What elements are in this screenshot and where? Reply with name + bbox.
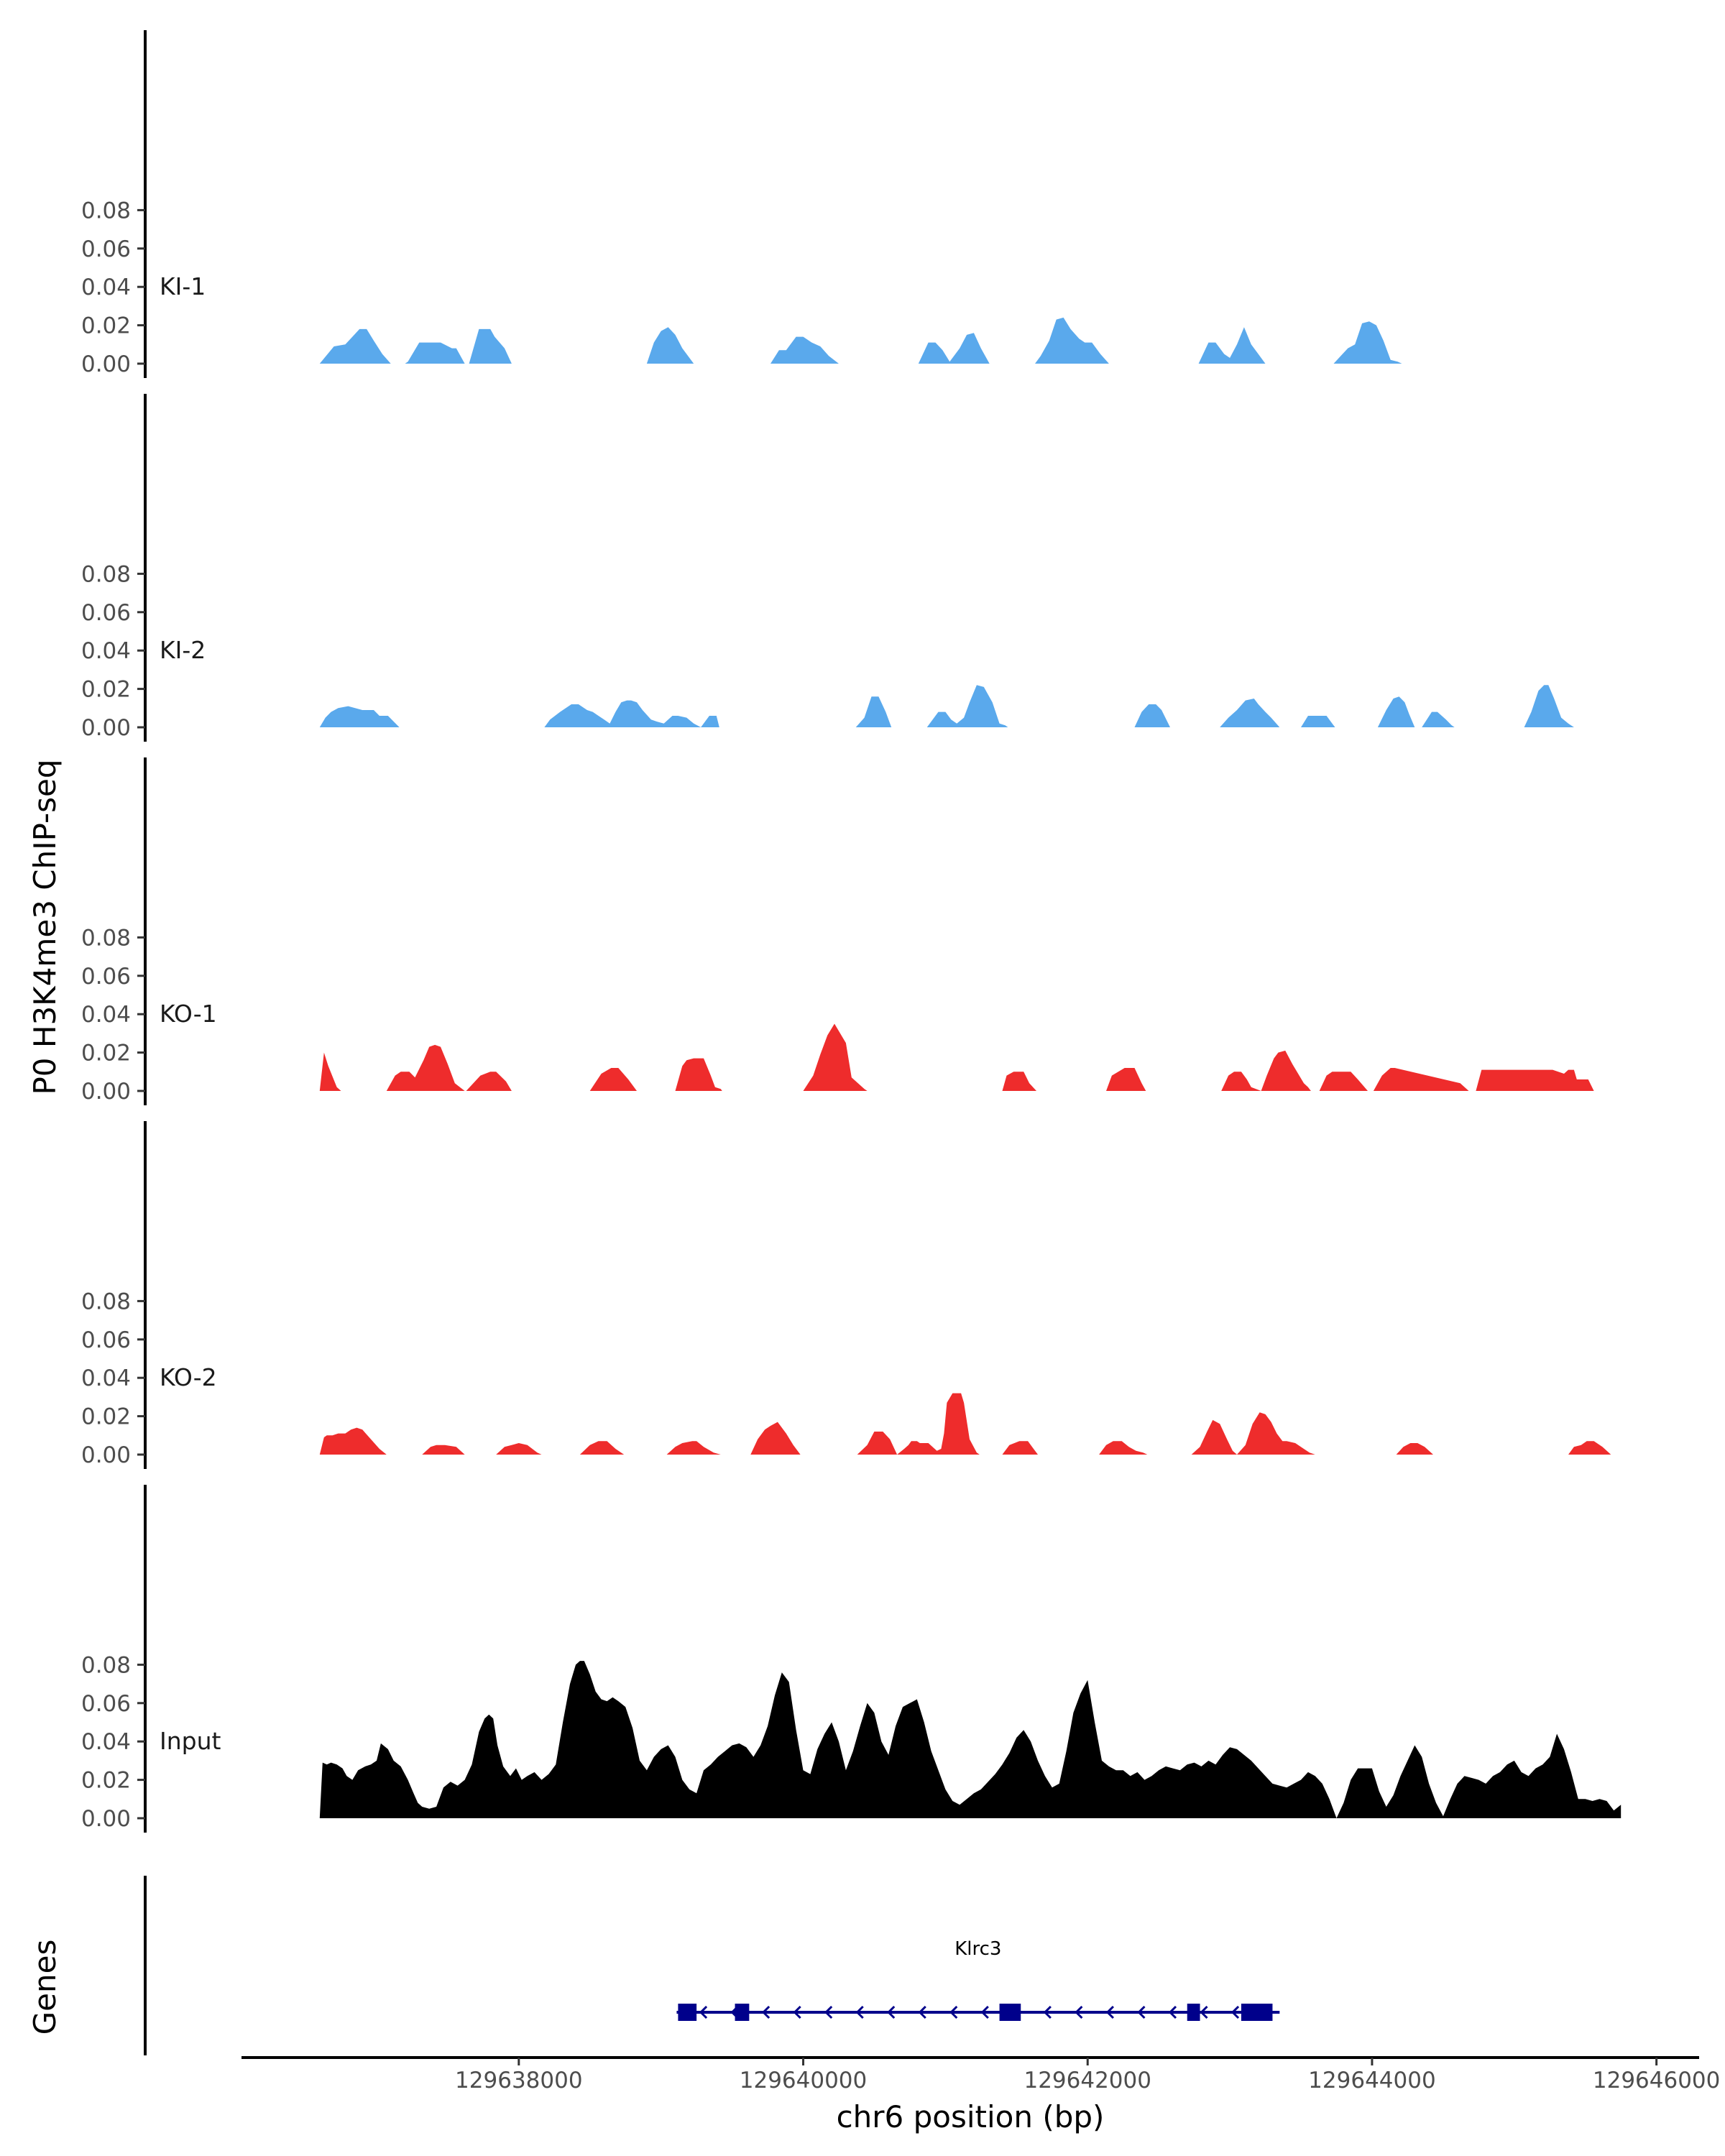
- strand-arrow: [1168, 2005, 1177, 2019]
- track-ki-2: 0.00 0.02 0.04 0.06 0.08 KI-2: [81, 394, 1574, 742]
- y-tick-label: 0.04: [81, 1002, 131, 1028]
- x-tick-label: 129638000: [455, 2068, 583, 2093]
- y-tick-label: 0.02: [81, 1768, 131, 1794]
- y-tick-label: 0.08: [81, 1652, 131, 1678]
- exon-block: [1187, 2004, 1200, 2021]
- y-tick-label: 0.04: [81, 275, 131, 300]
- strand-arrow: [887, 2005, 896, 2019]
- gene-label: Klrc3: [954, 1938, 1001, 1960]
- track-label: KI-1: [160, 272, 206, 300]
- track-input: 0.00 0.02 0.04 0.06 0.08 Input: [81, 1485, 1622, 1833]
- x-ticks: 129638000 129640000 129642000 129644000 1296…: [455, 2058, 1720, 2093]
- coverage-area: [319, 1023, 1594, 1091]
- y-tick-label: 0.06: [81, 600, 131, 626]
- y-tick-label: 0.00: [81, 1806, 131, 1832]
- y-tick-label: 0.08: [81, 561, 131, 587]
- gene-klrc3: Klrc3: [676, 1938, 1280, 2021]
- y-tick-label: 0.04: [81, 1729, 131, 1755]
- genes-panel: Klrc3 Genes: [27, 1876, 1280, 2055]
- strand-arrow: [762, 2005, 770, 2019]
- y-tick-label: 0.00: [81, 715, 131, 741]
- y-tick-label: 0.02: [81, 313, 131, 339]
- y-tick-label: 0.02: [81, 1041, 131, 1067]
- y-tick-label: 0.08: [81, 925, 131, 951]
- y-axis-title: P0 H3K4me3 ChIP-seq: [27, 759, 63, 1095]
- y-tick-label: 0.02: [81, 677, 131, 703]
- y-tick-label: 0.00: [81, 351, 131, 377]
- gene-exons: [678, 2004, 1273, 2021]
- strand-arrow: [1230, 2005, 1240, 2019]
- track-label: KO-1: [160, 1000, 217, 1028]
- y-tick-label: 0.08: [81, 198, 131, 224]
- x-axis-title: chr6 position (bp): [837, 2099, 1105, 2134]
- x-axis: 129638000 129640000 129642000 129644000 1296…: [242, 2056, 1720, 2134]
- strand-arrow: [918, 2005, 926, 2019]
- coverage-area: [319, 1661, 1622, 1818]
- strand-arrow: [793, 2005, 801, 2019]
- track-ki-1: 0.00 0.02 0.04 0.06 0.08 KI-1: [81, 30, 1402, 378]
- y-tick-label: 0.06: [81, 1327, 131, 1353]
- y-tick-label: 0.06: [81, 236, 131, 262]
- coverage-tracks: 0.00 0.02 0.04 0.06 0.08 KI-1 0.00 0.02 0.04 0.06…: [81, 30, 1622, 1833]
- strand-arrow: [1200, 2005, 1208, 2019]
- coverage-area: [319, 685, 1574, 727]
- strand-arrow: [824, 2005, 833, 2019]
- exon-block: [735, 2004, 750, 2021]
- y-tick-label: 0.00: [81, 1079, 131, 1105]
- y-tick-label: 0.06: [81, 964, 131, 990]
- exon-block: [1241, 2004, 1273, 2021]
- x-tick-label: 129646000: [1593, 2068, 1721, 2093]
- strand-arrow: [980, 2005, 989, 2019]
- strand-arrow: [1043, 2005, 1052, 2019]
- track-ko-2: 0.00 0.02 0.04 0.06 0.08 KO-2: [81, 1121, 1611, 1469]
- y-tick-label: 0.04: [81, 638, 131, 664]
- strand-arrow: [699, 2005, 708, 2019]
- strand-arrow: [1137, 2005, 1146, 2019]
- y-tick-label: 0.06: [81, 1691, 131, 1717]
- y-tick-label: 0.00: [81, 1442, 131, 1468]
- track-label: Input: [160, 1727, 221, 1755]
- strand-arrow: [1075, 2005, 1083, 2019]
- x-tick-label: 129642000: [1024, 2068, 1151, 2093]
- x-tick-label: 129644000: [1308, 2068, 1436, 2093]
- y-tick-label: 0.08: [81, 1289, 131, 1314]
- exon-block: [999, 2004, 1021, 2021]
- track-label: KI-2: [160, 636, 206, 664]
- track-label: KO-2: [160, 1363, 217, 1391]
- strand-arrow: [855, 2005, 864, 2019]
- strand-arrow: [949, 2005, 958, 2019]
- exon-block: [678, 2004, 697, 2021]
- track-ko-1: 0.00 0.02 0.04 0.06 0.08 KO-1: [81, 757, 1594, 1105]
- genes-panel-ylabel: Genes: [27, 1940, 63, 2035]
- y-tick-label: 0.02: [81, 1404, 131, 1430]
- y-tick-label: 0.04: [81, 1365, 131, 1391]
- coverage-area: [319, 1393, 1611, 1455]
- x-tick-label: 129640000: [740, 2068, 868, 2093]
- coverage-area: [319, 317, 1402, 364]
- strand-arrow: [1105, 2005, 1114, 2019]
